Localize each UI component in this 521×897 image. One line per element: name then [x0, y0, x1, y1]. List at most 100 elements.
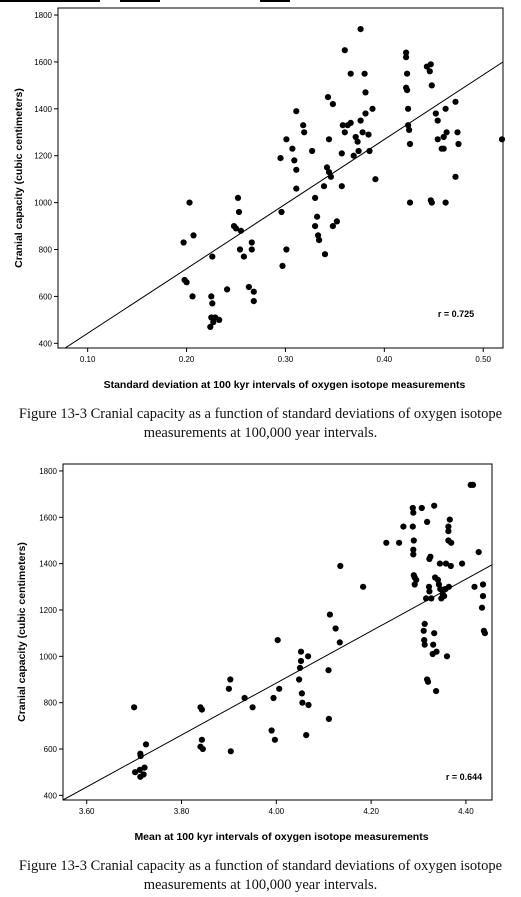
data-point [445, 523, 452, 530]
data-point [362, 89, 369, 96]
y-tick-label: 800 [39, 246, 53, 255]
data-point [314, 213, 321, 220]
figure-caption-2: Figure 13-3 Cranial capacity as a functi… [18, 858, 503, 893]
data-point [136, 766, 143, 773]
y-tick-label: 1400 [39, 560, 57, 569]
data-point [183, 279, 190, 286]
data-point [403, 54, 410, 61]
data-point [400, 523, 407, 530]
data-point [440, 133, 447, 141]
data-point [423, 595, 430, 602]
data-point [409, 523, 416, 530]
data-point [336, 639, 343, 646]
y-tick-label: 1000 [34, 199, 52, 208]
data-point [427, 553, 434, 560]
data-point [237, 227, 244, 234]
data-point [329, 101, 336, 108]
data-point [232, 225, 240, 232]
data-point [413, 576, 420, 583]
data-point [446, 516, 453, 523]
data-point [132, 769, 139, 776]
data-point [325, 667, 332, 674]
data-point [396, 539, 403, 546]
data-point [421, 637, 428, 644]
data-point [225, 685, 232, 692]
y-tick-label: 1800 [34, 11, 52, 20]
data-point [347, 119, 354, 126]
x-tick-label: 3.80 [174, 807, 190, 816]
x-tick-label: 4.00 [269, 807, 285, 816]
data-point [210, 319, 217, 326]
data-point [305, 653, 312, 660]
data-point [383, 539, 390, 546]
regression-line [63, 564, 492, 800]
data-point [249, 704, 256, 711]
y-tick-label: 1400 [34, 105, 52, 114]
y-tick-label: 1600 [39, 513, 57, 522]
data-point [325, 169, 333, 176]
data-point [271, 736, 278, 743]
data-point [332, 625, 339, 632]
data-point [421, 641, 428, 648]
data-point [245, 283, 252, 291]
data-point [268, 727, 275, 734]
data-point [227, 676, 234, 683]
x-tick-label: 4.40 [458, 807, 474, 816]
data-point [355, 147, 362, 155]
data-point [337, 562, 344, 570]
y-tick-label: 1800 [39, 467, 57, 476]
data-point [354, 138, 361, 145]
data-point [410, 546, 417, 553]
data-point [410, 509, 417, 516]
data-point [443, 653, 451, 660]
data-point [406, 199, 414, 206]
data-point [248, 246, 255, 253]
data-point [469, 481, 477, 488]
x-tick-label: 0.40 [377, 355, 393, 364]
data-point [323, 164, 331, 171]
data-point [234, 194, 242, 201]
data-point [410, 551, 417, 558]
data-point [372, 176, 379, 183]
data-point [434, 576, 442, 583]
data-point [362, 110, 369, 117]
data-point [479, 593, 487, 600]
data-point [279, 262, 286, 269]
x-tick-label: 0.20 [179, 355, 195, 364]
data-point [315, 232, 322, 239]
data-point [312, 223, 319, 230]
data-point [278, 208, 285, 216]
data-point [347, 70, 354, 77]
data-point [299, 699, 306, 706]
data-point [455, 140, 462, 148]
data-point [209, 300, 216, 307]
data-point [274, 637, 281, 644]
x-tick-label: 0.10 [80, 355, 96, 364]
y-tick-label: 400 [39, 339, 53, 348]
y-tick-label: 1200 [39, 606, 57, 615]
data-point [309, 147, 316, 155]
data-point [406, 140, 414, 148]
data-point [240, 253, 247, 260]
data-point [478, 604, 486, 611]
figure-caption-1: Figure 13-3 Cranial capacity as a functi… [18, 406, 503, 441]
data-point [326, 611, 333, 618]
x-tick-label: 4.20 [363, 807, 379, 816]
data-point [428, 199, 435, 206]
data-point [440, 145, 447, 152]
data-point [190, 232, 197, 239]
data-point [442, 199, 449, 206]
data-point [448, 539, 455, 546]
data-point [403, 49, 410, 56]
data-point [341, 47, 348, 54]
data-point [431, 630, 438, 637]
data-point [283, 246, 290, 253]
data-point [277, 155, 284, 162]
data-point [471, 583, 478, 590]
data-point [369, 105, 376, 112]
data-point [180, 239, 187, 246]
data-point [327, 173, 334, 180]
data-point [298, 690, 305, 697]
data-point [324, 94, 332, 101]
y-tick-label: 600 [44, 745, 58, 754]
